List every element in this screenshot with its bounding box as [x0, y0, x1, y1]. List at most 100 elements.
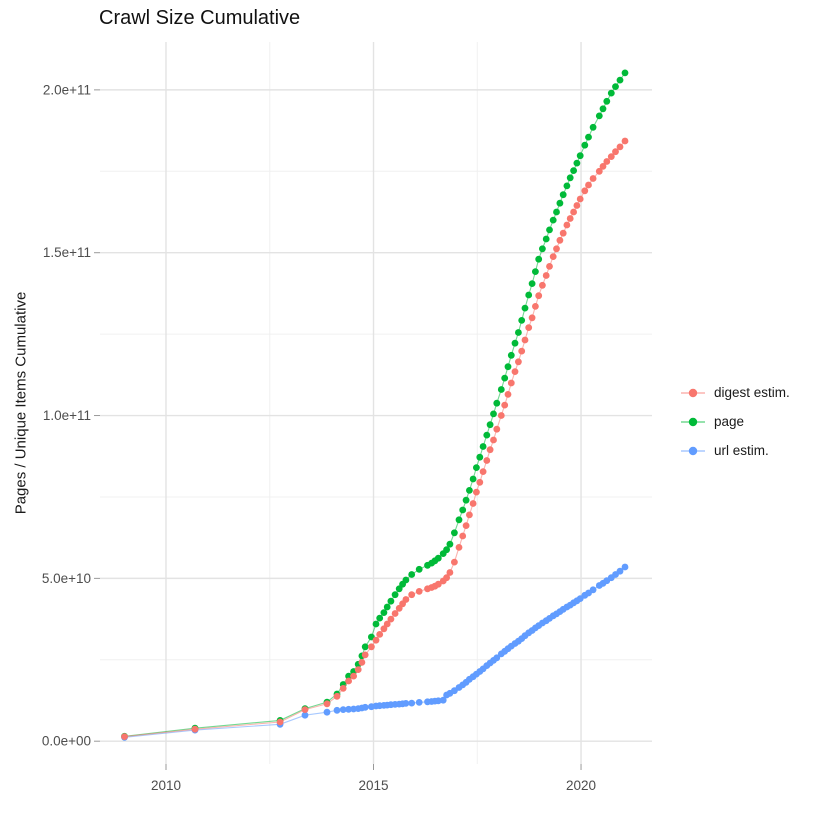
- data-point-page: [525, 291, 533, 299]
- data-point-digest: [350, 672, 357, 680]
- data-point-page: [535, 255, 543, 263]
- data-point-page: [497, 386, 505, 393]
- y-tick-label: 1.0e+11: [43, 408, 91, 423]
- data-point-url: [616, 567, 624, 575]
- legend-key-icon: [681, 446, 705, 455]
- data-point-page: [415, 565, 423, 573]
- chart-title: Crawl Size Cumulative: [99, 7, 301, 29]
- data-point-page: [599, 105, 607, 113]
- data-point-digest: [518, 347, 526, 355]
- data-point-digest: [497, 412, 505, 419]
- data-point-digest: [621, 137, 629, 145]
- data-point-url: [301, 711, 309, 719]
- data-point-page: [546, 226, 553, 234]
- data-point-page: [556, 199, 564, 207]
- data-point-digest: [121, 733, 128, 740]
- data-point-page: [576, 152, 584, 160]
- data-point-page: [553, 208, 560, 216]
- data-point-digest: [570, 208, 577, 216]
- legend-item-label: page: [714, 414, 745, 429]
- data-point-page: [466, 487, 473, 494]
- data-point-page: [380, 609, 388, 616]
- data-point-url: [345, 705, 352, 713]
- data-point-digest: [276, 718, 284, 726]
- data-point-digest: [603, 158, 611, 165]
- data-point-digest: [511, 368, 519, 375]
- data-point-url: [621, 563, 629, 571]
- data-point-digest: [585, 181, 592, 189]
- data-point-page: [549, 216, 557, 224]
- x-tick-label: 2010: [151, 778, 181, 793]
- data-point-page: [581, 141, 589, 149]
- data-point-page: [521, 304, 529, 312]
- data-point-page: [387, 597, 395, 605]
- data-point-digest: [443, 574, 450, 582]
- legend-item-label: url estim.: [714, 443, 769, 458]
- legend-item-url: url estim.: [680, 436, 790, 465]
- data-point-digest: [408, 591, 416, 599]
- data-point-page: [566, 174, 574, 182]
- data-point-digest: [556, 236, 564, 244]
- data-point-digest: [376, 631, 384, 638]
- data-point-page: [462, 496, 470, 504]
- data-point-page: [621, 69, 629, 77]
- data-point-url: [361, 703, 369, 711]
- data-point-digest: [415, 588, 423, 595]
- data-point-digest: [546, 263, 553, 270]
- data-point-page: [434, 554, 442, 562]
- data-point-digest: [525, 324, 533, 331]
- data-point-url: [333, 706, 341, 714]
- data-point-digest: [573, 202, 581, 209]
- data-point-digest: [576, 195, 584, 203]
- data-point-page: [455, 516, 463, 524]
- y-tick-label: 2.0e+11: [43, 82, 91, 97]
- data-point-digest: [607, 153, 615, 161]
- data-point-digest: [459, 532, 467, 540]
- data-point-digest: [387, 615, 395, 623]
- data-point-digest: [486, 446, 494, 454]
- data-point-digest: [479, 468, 487, 475]
- legend: digest estim. page url estim.: [680, 378, 790, 465]
- y-tick-label: 1.5e+11: [43, 245, 91, 260]
- data-point-page: [559, 191, 567, 199]
- data-point-digest: [566, 215, 574, 222]
- data-point-page: [372, 620, 380, 628]
- data-point-page: [493, 399, 501, 407]
- data-point-digest: [358, 659, 366, 666]
- data-point-url: [415, 699, 423, 706]
- data-point-digest: [504, 391, 512, 398]
- legend-item-label: digest estim.: [714, 385, 790, 400]
- x-tick-label: 2015: [358, 778, 388, 793]
- data-point-digest: [521, 336, 529, 344]
- data-point-page: [539, 245, 546, 253]
- data-point-page: [563, 182, 571, 190]
- data-point-page: [585, 133, 592, 141]
- data-point-digest: [462, 522, 470, 529]
- data-point-page: [504, 363, 512, 371]
- data-point-page: [528, 280, 536, 287]
- data-point-page: [542, 235, 550, 243]
- data-point-digest: [466, 511, 473, 519]
- data-point-digest: [345, 677, 352, 685]
- data-point-digest: [372, 636, 380, 644]
- data-point-digest: [616, 143, 624, 151]
- data-point-digest: [535, 292, 543, 300]
- data-point-digest: [391, 610, 399, 617]
- data-point-digest: [339, 685, 347, 692]
- data-point-page: [476, 453, 484, 461]
- data-point-url: [323, 708, 331, 716]
- data-point-page: [483, 431, 491, 439]
- data-point-page: [532, 268, 539, 275]
- data-point-page: [451, 529, 458, 537]
- data-point-digest: [549, 253, 557, 260]
- data-point-page: [603, 97, 611, 105]
- data-point-digest: [559, 229, 567, 237]
- data-point-digest: [476, 478, 484, 486]
- data-point-page: [490, 410, 497, 418]
- data-point-digest: [483, 457, 491, 464]
- data-point-page: [446, 540, 454, 548]
- data-point-digest: [490, 436, 497, 444]
- data-point-page: [570, 167, 577, 175]
- data-point-digest: [354, 666, 362, 673]
